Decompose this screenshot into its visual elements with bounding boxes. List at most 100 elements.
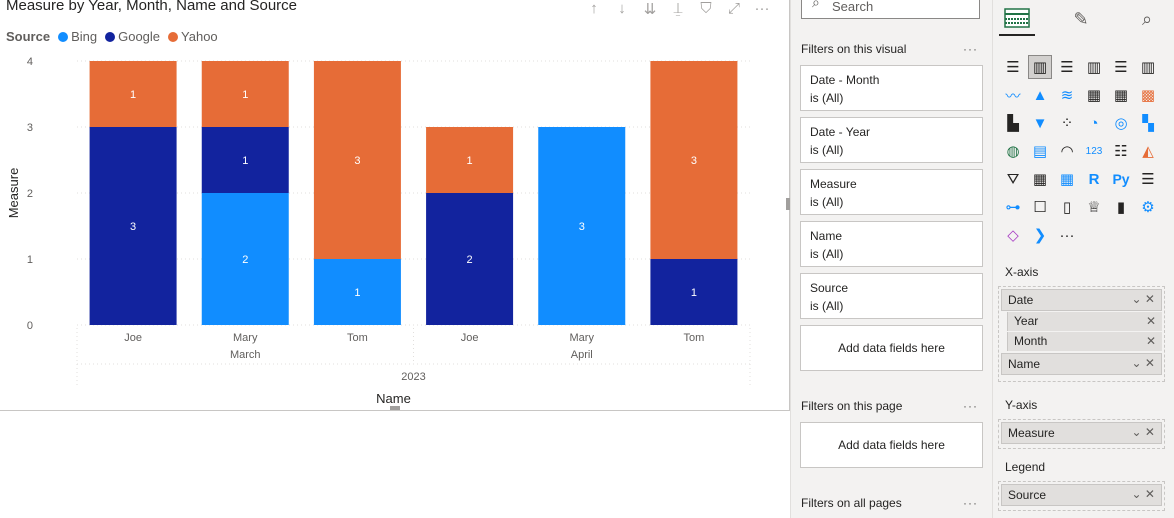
100-stacked-column-chart-icon[interactable]: ▥ [1140,59,1156,76]
y-axis-field-well[interactable]: Measure ⌄ ✕ [998,419,1165,449]
x-axis-field-year[interactable]: Year ✕ [1007,312,1162,331]
filter-card-measure[interactable]: Measure is (All) [800,169,983,215]
x-category-label: Joe [461,332,479,344]
filter-card-name[interactable]: Name is (All) [800,221,983,267]
search-placeholder: Search [832,0,874,14]
add-page-filter-drop-zone[interactable]: Add data fields here [800,422,983,468]
filter-card-date-year[interactable]: Date - Year is (All) [800,117,983,163]
build-visual-icon [1004,8,1030,28]
power-automate-icon[interactable]: ⚙ [1141,199,1155,216]
donut-chart-icon[interactable]: ◎ [1114,115,1128,132]
more-options-icon[interactable]: ··· [963,42,978,56]
line-and-stacked-column-icon[interactable]: ▦ [1086,87,1102,104]
build-visual-tab[interactable] [999,2,1035,36]
power-apps-icon[interactable]: ◇ [1007,227,1019,244]
smart-narrative-icon[interactable]: ▯ [1062,199,1072,216]
stacked-bar-chart-icon[interactable]: ☰ [1006,59,1020,76]
stacked-column-chart-icon[interactable]: ▥ [1028,55,1052,79]
legend-field-well[interactable]: Source ⌄ ✕ [998,481,1165,511]
metrics-trophy-icon[interactable]: ♕ [1087,199,1101,216]
treemap-icon[interactable]: ▚ [1142,115,1154,132]
power-automate-flow-icon[interactable]: ❯ [1033,227,1047,244]
filter-field-name: Name [810,229,843,243]
focus-mode-icon[interactable]: ⤢ [727,0,740,17]
chevron-down-close-icons[interactable]: ⌄ ✕ [1131,487,1155,501]
more-options-icon[interactable]: ··· [963,399,978,413]
more-visuals-icon[interactable]: ··· [1059,226,1075,244]
data-label: 3 [579,221,585,233]
x-year-label: 2023 [401,371,425,383]
decomposition-tree-icon[interactable]: ⊶ [1005,199,1021,216]
map-icon[interactable]: ◍ [1006,143,1020,160]
gauge-icon[interactable]: ◠ [1060,143,1074,160]
scatter-chart-icon[interactable]: ⁘ [1060,115,1074,132]
stacked-column-chart-visual[interactable]: Measure by Year, Month, Name and Source … [0,0,790,411]
close-icon[interactable]: ✕ [1145,334,1156,348]
legend-field-source[interactable]: Source ⌄ ✕ [1001,484,1162,506]
100-stacked-bar-chart-icon[interactable]: ☰ [1114,59,1128,76]
paginated-report-icon[interactable]: ▮ [1116,199,1126,216]
x-axis-field-month[interactable]: Month ✕ [1007,332,1162,351]
data-label: 2 [242,254,248,266]
filter-state: is (All) [810,91,844,105]
x-axis-well-label: X-axis [1005,265,1039,279]
field-name: Year [1014,314,1039,328]
legend-entry-bing[interactable]: Bing [58,29,97,44]
waterfall-chart-icon[interactable]: ▙ [1007,115,1019,132]
kpi-icon[interactable]: ◭ [1142,143,1154,160]
y-axis-title: Measure [6,168,21,219]
viz-pane-tabs: ✎ ⌕ [993,0,1174,42]
stacked-area-chart-icon[interactable]: ≋ [1060,87,1074,104]
expand-hierarchy-icon[interactable]: ⍊ [673,0,683,17]
add-visual-filter-drop-zone[interactable]: Add data fields here [800,325,983,371]
clustered-bar-chart-icon[interactable]: ☰ [1060,59,1074,76]
area-chart-icon[interactable]: ▲ [1032,86,1048,104]
funnel-icon[interactable]: ▼ [1032,114,1048,132]
resize-handle-right[interactable] [786,198,790,210]
pie-chart-icon[interactable]: ◔ [1089,114,1099,132]
x-month-label: April [571,349,593,361]
x-axis-field-name[interactable]: Name ⌄ ✕ [1001,353,1162,375]
analytics-tab[interactable]: ⌕ [1129,2,1165,36]
r-script-visual-icon[interactable]: R [1088,170,1100,188]
table-icon[interactable]: ▦ [1032,171,1048,188]
x-axis-field-date[interactable]: Date ⌄ ✕ [1001,289,1162,311]
key-influencers-icon[interactable]: ☰ [1141,171,1155,188]
format-visual-tab[interactable]: ✎ [1063,2,1099,36]
matrix-icon[interactable]: ▦ [1059,171,1075,188]
legend-label: Google [118,29,161,44]
more-options-icon[interactable]: ··· [963,496,978,510]
go-to-next-level-icon[interactable]: ⇊ [643,1,657,18]
legend-entry-google[interactable]: Google [105,29,160,44]
drill-up-arrow-icon[interactable]: ↑ [590,0,598,17]
filled-map-icon[interactable]: ▤ [1032,143,1048,160]
more-options-icon[interactable]: ··· [754,0,770,17]
visualizations-pane: ✎ ⌕ ☰ ▥ ☰ ▥ ☰ ▥ 〰 ▲ ≋ ▦ ▦ ▩ ▙ ▼ ⁘ ◔ ◎ ▚ … [992,0,1174,518]
filter-icon[interactable]: ⛉ [700,0,712,17]
python-visual-icon[interactable]: Py [1112,171,1130,187]
ribbon-chart-icon[interactable]: ▩ [1140,87,1156,104]
y-axis-field-measure[interactable]: Measure ⌄ ✕ [1001,422,1162,444]
x-axis-field-well[interactable]: Date ⌄ ✕ Year ✕ Month ✕ Name ⌄ ✕ [998,286,1165,382]
chevron-down-close-icons[interactable]: ⌄ ✕ [1131,356,1155,370]
close-icon[interactable]: ✕ [1145,314,1156,328]
drill-down-arrow-icon[interactable]: ↓ [618,0,626,17]
filter-card-date-month[interactable]: Date - Month is (All) [800,65,983,111]
chevron-down-close-icons[interactable]: ⌄ ✕ [1131,292,1155,306]
multi-row-card-icon[interactable]: ☷ [1114,143,1128,160]
qa-icon[interactable]: ☐ [1033,199,1047,216]
filter-card-source[interactable]: Source is (All) [800,273,983,319]
legend-well-label: Legend [1005,460,1046,474]
resize-handle-bottom[interactable] [390,406,400,410]
x-category-label: Mary [570,332,595,344]
clustered-column-chart-icon[interactable]: ▥ [1086,59,1102,76]
line-chart-icon[interactable]: 〰 [1005,87,1021,105]
filters-search-input[interactable]: ⌕ Search [801,0,980,19]
legend-entry-yahoo[interactable]: Yahoo [168,29,218,44]
line-and-clustered-column-icon[interactable]: ▦ [1113,87,1129,104]
chevron-down-close-icons[interactable]: ⌄ ✕ [1131,425,1155,439]
slicer-icon[interactable]: ⛛ [1006,170,1020,188]
bar-segment-google [201,127,289,193]
card-icon[interactable]: 123 [1085,145,1103,157]
visual-types-gallery: ☰ ▥ ☰ ▥ ☰ ▥ 〰 ▲ ≋ ▦ ▦ ▩ ▙ ▼ ⁘ ◔ ◎ ▚ ◍ ▤ … [1001,55,1163,251]
